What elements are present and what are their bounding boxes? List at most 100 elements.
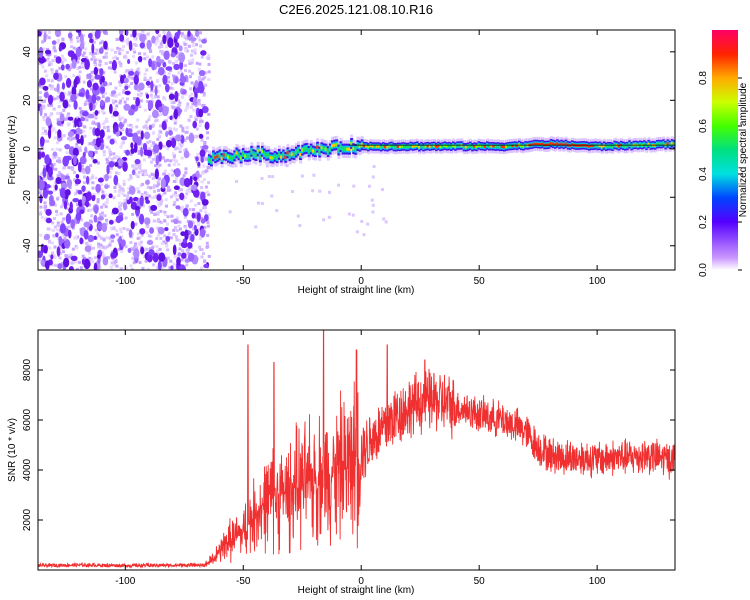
noise-cell bbox=[117, 60, 121, 64]
snr-frame bbox=[37, 329, 676, 571]
noise-cell bbox=[130, 34, 134, 38]
noise-cell bbox=[207, 57, 211, 61]
noise-blob bbox=[201, 38, 207, 44]
noise-cell bbox=[160, 52, 164, 56]
noise-blob bbox=[56, 83, 60, 92]
band-core bbox=[611, 145, 615, 149]
noise-cell bbox=[83, 102, 87, 106]
noise-cell bbox=[117, 247, 121, 251]
noise-blob bbox=[93, 66, 99, 76]
noise-cell bbox=[79, 112, 83, 116]
band-core bbox=[252, 153, 256, 157]
band-core bbox=[452, 144, 456, 147]
y-tick-label: 0 bbox=[22, 146, 33, 152]
band-core bbox=[511, 144, 515, 148]
noise-cell bbox=[175, 238, 179, 242]
noise-cell bbox=[207, 193, 211, 197]
noise-cell bbox=[146, 55, 150, 59]
noise-cell bbox=[51, 228, 55, 232]
noise-blob bbox=[149, 227, 155, 234]
noise-cell bbox=[104, 222, 108, 226]
band-core bbox=[541, 142, 545, 146]
noise-cell bbox=[56, 38, 60, 42]
noise-blob bbox=[182, 207, 189, 217]
noise-cell bbox=[170, 117, 174, 121]
noise-cell bbox=[95, 48, 99, 52]
noise-cell bbox=[136, 67, 140, 71]
noise-cell bbox=[94, 37, 98, 41]
noise-blob bbox=[130, 148, 135, 154]
noise-cell bbox=[76, 36, 80, 40]
band-core bbox=[628, 143, 632, 146]
noise-cell bbox=[129, 176, 133, 180]
noise-cell bbox=[48, 254, 52, 258]
band-core bbox=[570, 143, 574, 146]
noise-blob bbox=[132, 132, 139, 144]
noise-cell bbox=[132, 48, 136, 52]
noise-cell bbox=[191, 39, 195, 43]
noise-blob bbox=[157, 226, 165, 235]
noise-cell bbox=[38, 85, 42, 89]
noise-cell bbox=[185, 189, 189, 193]
noise-cell bbox=[43, 177, 47, 181]
noise-blob bbox=[198, 108, 204, 118]
noise-cell bbox=[129, 123, 133, 127]
noise-cell bbox=[73, 236, 77, 240]
noise-cell bbox=[85, 242, 89, 246]
noise-blob bbox=[137, 55, 143, 63]
noise-cell bbox=[137, 149, 141, 153]
noise-cell bbox=[44, 113, 48, 117]
band-core bbox=[505, 145, 509, 148]
noise-blob bbox=[125, 127, 129, 136]
noise-cell bbox=[54, 181, 58, 185]
band-core bbox=[258, 155, 262, 159]
noise-blob bbox=[67, 131, 75, 138]
noise-cell bbox=[173, 226, 177, 230]
noise-blob bbox=[155, 30, 160, 35]
band-core bbox=[254, 153, 258, 158]
noise-cell bbox=[50, 112, 54, 116]
noise-cell bbox=[127, 178, 131, 182]
stray-cell bbox=[327, 190, 331, 194]
noise-cell bbox=[118, 80, 122, 84]
noise-blob bbox=[132, 30, 137, 38]
noise-cell bbox=[76, 67, 80, 71]
noise-cell bbox=[169, 259, 173, 263]
noise-blob bbox=[119, 34, 125, 42]
noise-blob bbox=[146, 149, 153, 157]
noise-cell bbox=[147, 84, 151, 88]
noise-cell bbox=[138, 236, 142, 240]
noise-cell bbox=[137, 130, 141, 134]
noise-cell bbox=[106, 129, 110, 133]
noise-cell bbox=[60, 60, 64, 64]
noise-cell bbox=[60, 54, 64, 58]
noise-cell bbox=[89, 177, 93, 181]
noise-blob bbox=[174, 90, 179, 102]
noise-cell bbox=[159, 130, 163, 134]
noise-cell bbox=[79, 218, 83, 222]
noise-cell bbox=[105, 218, 109, 222]
noise-cell bbox=[99, 246, 103, 250]
band-core bbox=[490, 144, 494, 148]
noise-cell bbox=[106, 125, 110, 129]
stray-cell bbox=[234, 164, 238, 168]
noise-cell bbox=[185, 248, 189, 252]
noise-cell bbox=[102, 55, 106, 59]
band-core bbox=[386, 146, 390, 149]
noise-blob bbox=[165, 107, 169, 112]
noise-cell bbox=[191, 220, 195, 224]
noise-blob bbox=[140, 130, 144, 140]
noise-cell bbox=[66, 173, 70, 177]
noise-cell bbox=[156, 90, 160, 94]
noise-blob bbox=[92, 82, 99, 91]
noise-blob bbox=[151, 61, 155, 71]
noise-cell bbox=[205, 190, 209, 194]
band-core bbox=[534, 142, 538, 146]
band-core bbox=[220, 156, 224, 161]
y-tick-label: -40 bbox=[22, 238, 33, 253]
noise-blob bbox=[66, 178, 73, 188]
noise-cell bbox=[204, 149, 208, 153]
noise-blob bbox=[137, 82, 145, 91]
stray-cell bbox=[371, 210, 375, 214]
noise-blob bbox=[43, 249, 48, 254]
